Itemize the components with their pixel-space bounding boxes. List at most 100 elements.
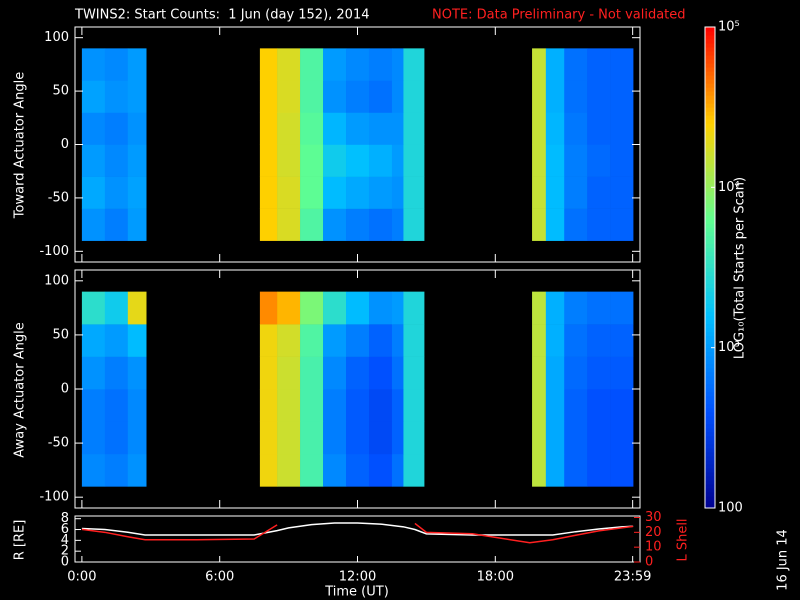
colorbar-swatch [705, 215, 715, 220]
heatmap-cell [127, 176, 147, 209]
y2-tick-label: 30 [645, 510, 662, 525]
heatmap-cell [127, 421, 147, 455]
heatmap-cell [259, 324, 278, 357]
colorbar-swatch [705, 363, 715, 369]
y2-tick-label: 20 [645, 525, 662, 540]
heatmap-cell [277, 453, 301, 487]
x-tick-label: 18:00 [477, 570, 514, 585]
heatmap-cell [368, 176, 393, 209]
heatmap-cell [104, 389, 129, 422]
heatmap-cell [300, 324, 324, 357]
heatmap-cell [323, 453, 347, 487]
colorbar-swatch [705, 347, 715, 353]
heatmap-cell [346, 421, 370, 455]
colorbar-swatch [705, 379, 715, 385]
colorbar-swatch [705, 51, 715, 56]
heatmap-cell [368, 112, 393, 145]
colorbar-swatch [705, 435, 715, 441]
colorbar-swatch [705, 251, 715, 256]
heatmap-cell [346, 291, 370, 325]
heatmap-cell [104, 291, 129, 325]
heatmap-cell [277, 208, 301, 241]
heatmap-cell [403, 208, 425, 241]
heatmap-cell [532, 48, 547, 81]
colorbar-swatch [705, 163, 715, 168]
colorbar-swatch [705, 335, 715, 341]
heatmap-cell [610, 324, 634, 357]
heatmap-cell [564, 453, 588, 487]
heatmap-cell [532, 208, 547, 241]
colorbar-swatch [705, 243, 715, 248]
heatmap-cell [403, 356, 425, 390]
heatmap-cell [532, 421, 547, 455]
x-tick-label: 0:00 [67, 570, 96, 585]
heatmap-cell [610, 291, 634, 325]
colorbar-swatch [705, 275, 715, 281]
colorbar-swatch [705, 427, 715, 433]
colorbar-swatch [705, 151, 715, 156]
x-tick-label: 12:00 [339, 570, 376, 585]
y-axis-label: R [RE] [13, 520, 28, 561]
colorbar-swatch [705, 287, 715, 293]
colorbar-swatch [705, 475, 715, 481]
heatmap-cell [300, 291, 324, 325]
heatmap-cell [368, 324, 393, 357]
y-tick-label: 100 [44, 273, 69, 288]
heatmap-cell [532, 389, 547, 422]
heatmap-cell [403, 144, 425, 177]
colorbar-swatch [705, 79, 715, 84]
heatmap-cell [564, 324, 588, 357]
colorbar-swatch [705, 267, 715, 273]
y2-tick-label: 0 [645, 555, 653, 570]
heatmap-cell [610, 389, 634, 422]
y-axis-label: Away Actuator Angle [13, 322, 28, 457]
colorbar-swatch [705, 331, 715, 337]
heatmap-cell [610, 453, 634, 487]
heatmap-cell [545, 356, 565, 390]
y-tick-label: 0 [61, 382, 69, 397]
colorbar-swatch [705, 107, 715, 112]
heatmap-cell [545, 144, 565, 177]
colorbar-swatch [705, 75, 715, 80]
heatmap-cell [104, 48, 129, 81]
heatmap-cell [323, 291, 347, 325]
colorbar-swatch [705, 219, 715, 224]
heatmap-cell [323, 112, 347, 145]
colorbar-swatch [705, 167, 715, 172]
heatmap-cell [403, 48, 425, 81]
heatmap-cell [545, 389, 565, 422]
heatmap-cell [81, 291, 106, 325]
heatmap-cell [587, 453, 611, 487]
heatmap-cell [127, 356, 147, 390]
colorbar-swatch [705, 135, 715, 140]
heatmap-cell [391, 144, 404, 177]
heatmap-cell [587, 291, 611, 325]
colorbar-swatch [705, 295, 715, 301]
heatmap-cell [587, 112, 611, 145]
heatmap-cell [368, 48, 393, 81]
colorbar-swatch [705, 127, 715, 132]
heatmap-cell [532, 356, 547, 390]
colorbar-swatch [705, 223, 715, 228]
heatmap-cell [587, 324, 611, 357]
colorbar-swatch [705, 231, 715, 236]
colorbar-swatch [705, 119, 715, 124]
colorbar-swatch [705, 203, 715, 208]
colorbar-swatch [705, 419, 715, 425]
y-tick-label: -100 [39, 244, 69, 259]
x-tick-label: 23:59 [614, 570, 651, 585]
heatmap-cell [259, 176, 278, 209]
heatmap-cell [587, 176, 611, 209]
colorbar-swatch [705, 175, 715, 180]
heatmap-cell [323, 421, 347, 455]
colorbar-swatch [705, 387, 715, 393]
heatmap-cell [104, 208, 129, 241]
heatmap-cell [545, 324, 565, 357]
colorbar-swatch [705, 463, 715, 469]
heatmap-cell [545, 291, 565, 325]
heatmap-cell [610, 48, 634, 81]
y-tick-label: 0 [61, 555, 69, 570]
heatmap-cell [259, 48, 278, 81]
x-axis-label: Time (UT) [324, 585, 389, 600]
heatmap-cell [610, 356, 634, 390]
